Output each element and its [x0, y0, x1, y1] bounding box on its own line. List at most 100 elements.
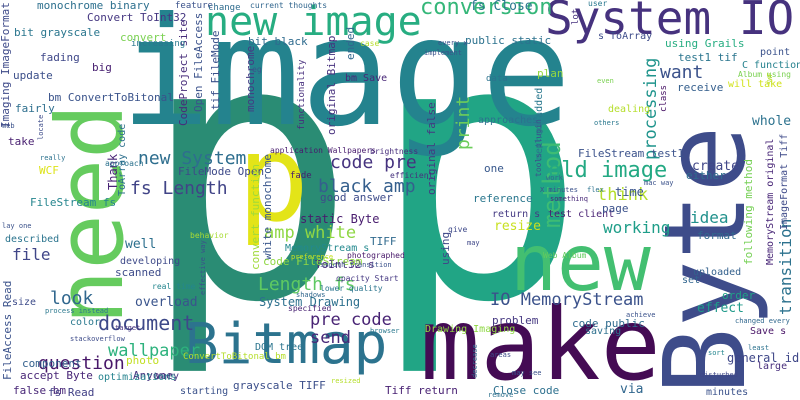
- word-toint32-s: ToInt32 s: [315, 258, 375, 271]
- word-code-public: code public: [572, 317, 645, 330]
- word-will-take: will take: [728, 79, 783, 90]
- word-send: send: [310, 328, 351, 348]
- word-well: well: [125, 237, 157, 252]
- word-shadows: shadows: [296, 291, 326, 299]
- word-conversion: conversion: [420, 0, 553, 20]
- word-system-drawing: System Drawing: [259, 295, 361, 309]
- word-swf: SWF: [766, 72, 774, 85]
- word-fileaccess-read: FileAccess Read: [1, 280, 14, 380]
- word-lot: lot: [571, 8, 581, 25]
- word-developing: developing: [120, 256, 181, 267]
- word-p-large-1: p: [140, 0, 357, 381]
- word-size: size: [12, 297, 37, 308]
- word-amp-white: amp white: [264, 223, 357, 243]
- word-test1-tif: test1 tif: [678, 51, 738, 64]
- word-close-code: Close code: [493, 384, 560, 397]
- word-monochrome-binary: monochrome binary: [37, 0, 150, 12]
- word-anyone: Anyone: [133, 369, 173, 382]
- word-effect: effect: [697, 301, 744, 316]
- word-fs-close: fs Close: [470, 0, 533, 14]
- word-least: least: [748, 344, 770, 352]
- word-optimizations: optimizations: [98, 372, 177, 383]
- word-minutes: minutes: [706, 387, 749, 398]
- word-user: user: [588, 0, 608, 8]
- word-general-idea: general idea: [727, 351, 800, 365]
- word-accept-byte: accept Byte: [20, 369, 93, 382]
- word-original-bitmap: original Bitmap: [325, 35, 338, 135]
- word-x-minutes: X minutes: [540, 186, 578, 194]
- word-others: others: [594, 119, 620, 127]
- word-may: may: [467, 239, 480, 247]
- word-application-wallpapers: application Wallpapers: [270, 146, 376, 155]
- word-stackoverflow: stackoverflow: [70, 335, 125, 343]
- word-new: new: [510, 219, 651, 309]
- word-efficient: efficient: [390, 171, 434, 180]
- word-large: large: [757, 361, 788, 372]
- word-open-fileaccess: Open FileAccess: [192, 12, 205, 112]
- word-return-s: return s: [492, 209, 541, 220]
- word-white-monochrome: white monochrome: [261, 154, 274, 260]
- word-dom-tree: DOM tree: [255, 342, 304, 353]
- word-print: print: [453, 95, 474, 150]
- word-time: time: [615, 185, 644, 199]
- word-using-grails: using Grails: [665, 37, 745, 50]
- word-original-false: original false: [425, 102, 438, 195]
- word-following-method: following method: [742, 159, 755, 265]
- word-dealing: dealing: [608, 104, 651, 115]
- word-fairly: fairly: [15, 102, 55, 115]
- word-tiff: TIFF: [370, 235, 397, 248]
- word-question: question: [38, 353, 125, 374]
- word-disturbed: disturbed: [700, 371, 738, 379]
- word-new-system: new System: [138, 148, 247, 169]
- word-component: component: [22, 357, 82, 370]
- word-via: via: [620, 382, 644, 397]
- word-real-time: real time: [152, 282, 196, 291]
- word-good-answer: good answer: [320, 191, 393, 204]
- word-mac-way: mac way: [644, 179, 674, 187]
- word-p-large-2: p: [370, 0, 587, 381]
- word-smooth-transition: smooth transition: [320, 261, 392, 269]
- word-fs-read: fs Read: [48, 386, 95, 399]
- word-either: either: [686, 169, 726, 182]
- word-bit-grayscale: bit grayscale: [14, 26, 101, 39]
- word-give: give: [448, 225, 468, 234]
- word-wallpaper: wallpaper: [108, 341, 201, 361]
- word-saving: saving: [585, 326, 622, 337]
- word-data: data: [486, 74, 508, 84]
- word-wcf: WCF: [39, 164, 59, 177]
- word-lay-one: lay one: [2, 222, 32, 230]
- word-filestream-test1: FileStream test1: [578, 147, 684, 160]
- word-resize: resize: [494, 219, 541, 234]
- word-false-bm: false bm: [13, 384, 66, 397]
- word-approach: approach: [105, 159, 144, 168]
- word-convert: convert: [120, 31, 167, 44]
- word-somethinq: somethinq: [550, 195, 588, 203]
- word-idea: idea: [690, 208, 729, 227]
- word-color: color: [70, 317, 101, 328]
- word-decrease: decrease: [471, 344, 479, 378]
- word-starting: starting: [180, 386, 229, 397]
- word-s-toarray: s ToArray: [598, 31, 653, 42]
- word-grayscale-tiff: grayscale TIFF: [233, 379, 326, 392]
- word-image: image: [120, 0, 572, 160]
- word-new-image: new image: [205, 0, 422, 45]
- word-locate: locate: [37, 114, 45, 140]
- word-specified: specified: [288, 304, 332, 313]
- word-plan: plan: [537, 67, 564, 80]
- word-even: even: [597, 77, 614, 85]
- word-eg: eg: [252, 65, 262, 74]
- word-look: look: [50, 288, 94, 309]
- word-want: want: [660, 62, 704, 83]
- word-effective-way: effective way: [199, 240, 207, 295]
- word-receive: receive: [677, 81, 724, 94]
- word-resized: resized: [331, 377, 361, 385]
- word-point: point: [760, 47, 791, 58]
- word-test-client: test client: [548, 209, 615, 220]
- word-document: document: [98, 311, 195, 335]
- word-io-memorystream: IO MemoryStream: [490, 290, 644, 310]
- word-imaging-imageformat: Imaging ImageFormat: [0, 2, 12, 128]
- word-think: think: [597, 185, 649, 205]
- word-converttobitonal-bm: ConvertToBitonal bm: [183, 352, 286, 362]
- word-transition: transition: [776, 218, 795, 315]
